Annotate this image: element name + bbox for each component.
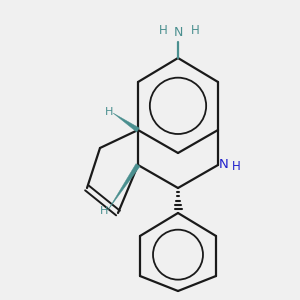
Polygon shape [113,113,139,132]
Text: H: H [105,107,114,117]
Polygon shape [108,164,140,210]
Text: N: N [173,26,183,39]
Text: H: H [190,23,200,37]
Text: H: H [232,160,240,173]
Text: H: H [159,23,167,37]
Text: N: N [218,158,228,171]
Text: H: H [100,206,109,216]
